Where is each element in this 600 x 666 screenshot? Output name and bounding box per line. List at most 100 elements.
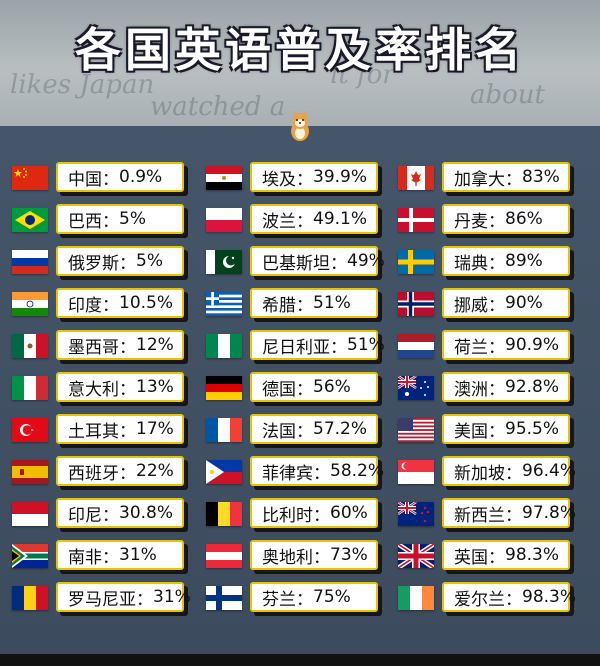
ranking-row-spain: 西班牙： 22% [12,452,202,494]
rate-value: 95.5% [505,419,560,439]
brazil-flag-icon [12,208,48,232]
separator: ： [119,253,136,274]
country-rate-label: 土耳其： 17% [56,414,184,444]
country-name: 新西兰 [454,505,505,526]
separator: ： [102,547,119,568]
ranking-row-brazil: 巴西： 5% [12,200,202,242]
country-name: 挪威 [454,295,488,316]
ranking-row-ireland: 爱尔兰： 98.3% [398,578,588,620]
country-name: 墨西哥 [68,337,119,358]
ranking-column-1: 中国： 0.9% 巴西： 5% 俄罗斯： 5% 印度： 10.5% 墨西哥： 12% 意大利： 13%… [12,158,202,620]
country-rate-label: 希腊： 51% [250,288,378,318]
country-name: 希腊 [262,295,296,316]
ranking-row-netherlands: 荷兰： 90.9% [398,326,588,368]
rate-value: 31% [153,587,191,607]
greece-flag-icon [206,292,242,316]
ranking-row-austria: 奥地利： 73% [206,536,396,578]
poland-flag-icon [206,208,242,232]
page-title: 各国英语普及率排名 [75,23,525,77]
rate-value: 22% [136,461,174,481]
country-rate-label: 新西兰： 97.8% [442,498,576,528]
rate-value: 60% [330,503,368,523]
separator: ： [330,253,347,274]
separator: ： [119,421,136,442]
separator: ： [119,379,136,400]
separator: ： [488,421,505,442]
separator: ： [313,505,330,526]
rate-value: 51% [313,293,351,313]
country-rate-label: 英国： 98.3% [442,540,570,570]
country-name: 中国 [68,169,102,190]
rate-value: 5% [119,209,146,229]
country-rate-label: 澳洲： 92.8% [442,372,570,402]
italy-flag-icon [12,376,48,400]
pakistan-flag-icon [206,250,242,274]
ranking-row-pakistan: 巴基斯坦： 49% [206,242,396,284]
rate-value: 17% [136,419,174,439]
country-name: 爱尔兰 [454,589,505,610]
ireland-flag-icon [398,586,434,610]
ranking-row-canada: 加拿大： 83% [398,158,588,200]
header-background: likes Japan watched a it for about [0,0,600,126]
separator: ： [488,295,505,316]
indonesia-flag-icon [12,502,48,526]
rate-value: 10.5% [119,293,174,313]
country-name: 波兰 [262,211,296,232]
country-rate-label: 丹麦： 86% [442,204,570,234]
country-rate-label: 巴基斯坦： 49% [250,246,385,276]
ranking-row-germany: 德国： 56% [206,368,396,410]
ranking-row-uk: 英国： 98.3% [398,536,588,578]
ranking-row-south-africa: 南非： 31% [12,536,202,578]
australia-flag-icon [398,376,434,400]
rate-value: 90.9% [505,335,560,355]
separator: ： [488,211,505,232]
country-name: 英国 [454,547,488,568]
separator: ： [488,253,505,274]
separator: ： [119,337,136,358]
rate-value: 86% [505,209,543,229]
separator: ： [313,547,330,568]
country-name: 瑞典 [454,253,488,274]
uk-flag-icon [398,544,434,568]
country-rate-label: 中国： 0.9% [56,162,184,192]
netherlands-flag-icon [398,334,434,358]
rate-value: 5% [136,251,163,271]
country-rate-label: 俄罗斯： 5% [56,246,184,276]
ranking-row-philippines: 菲律宾： 58.2% [206,452,396,494]
finland-flag-icon [206,586,242,610]
country-name: 法国 [262,421,296,442]
denmark-flag-icon [398,208,434,232]
country-name: 罗马尼亚 [68,589,136,610]
country-name: 巴西 [68,211,102,232]
russia-flag-icon [12,250,48,274]
footer-bar [0,654,600,666]
usa-flag-icon [398,418,434,442]
separator: ： [102,295,119,316]
country-rate-label: 意大利： 13% [56,372,184,402]
rate-value: 51% [347,335,385,355]
country-name: 西班牙 [68,463,119,484]
separator: ： [102,505,119,526]
rate-value: 83% [522,167,560,187]
rate-value: 30.8% [119,503,174,523]
country-rate-label: 挪威： 90% [442,288,570,318]
separator: ： [119,463,136,484]
country-name: 南非 [68,547,102,568]
rate-value: 98.3% [505,545,560,565]
rate-value: 92.8% [505,377,560,397]
rate-value: 75% [313,587,351,607]
separator: ： [102,169,119,190]
separator: ： [102,211,119,232]
separator: ： [488,337,505,358]
separator: ： [505,589,522,610]
ranking-row-romania: 罗马尼亚： 31% [12,578,202,620]
rate-value: 49% [347,251,385,271]
ranking-row-mexico: 墨西哥： 12% [12,326,202,368]
ranking-row-poland: 波兰： 49.1% [206,200,396,242]
country-name: 俄罗斯 [68,253,119,274]
country-name: 尼日利亚 [262,337,330,358]
rate-value: 31% [119,545,157,565]
ranking-row-australia: 澳洲： 92.8% [398,368,588,410]
ranking-row-belgium: 比利时： 60% [206,494,396,536]
france-flag-icon [206,418,242,442]
